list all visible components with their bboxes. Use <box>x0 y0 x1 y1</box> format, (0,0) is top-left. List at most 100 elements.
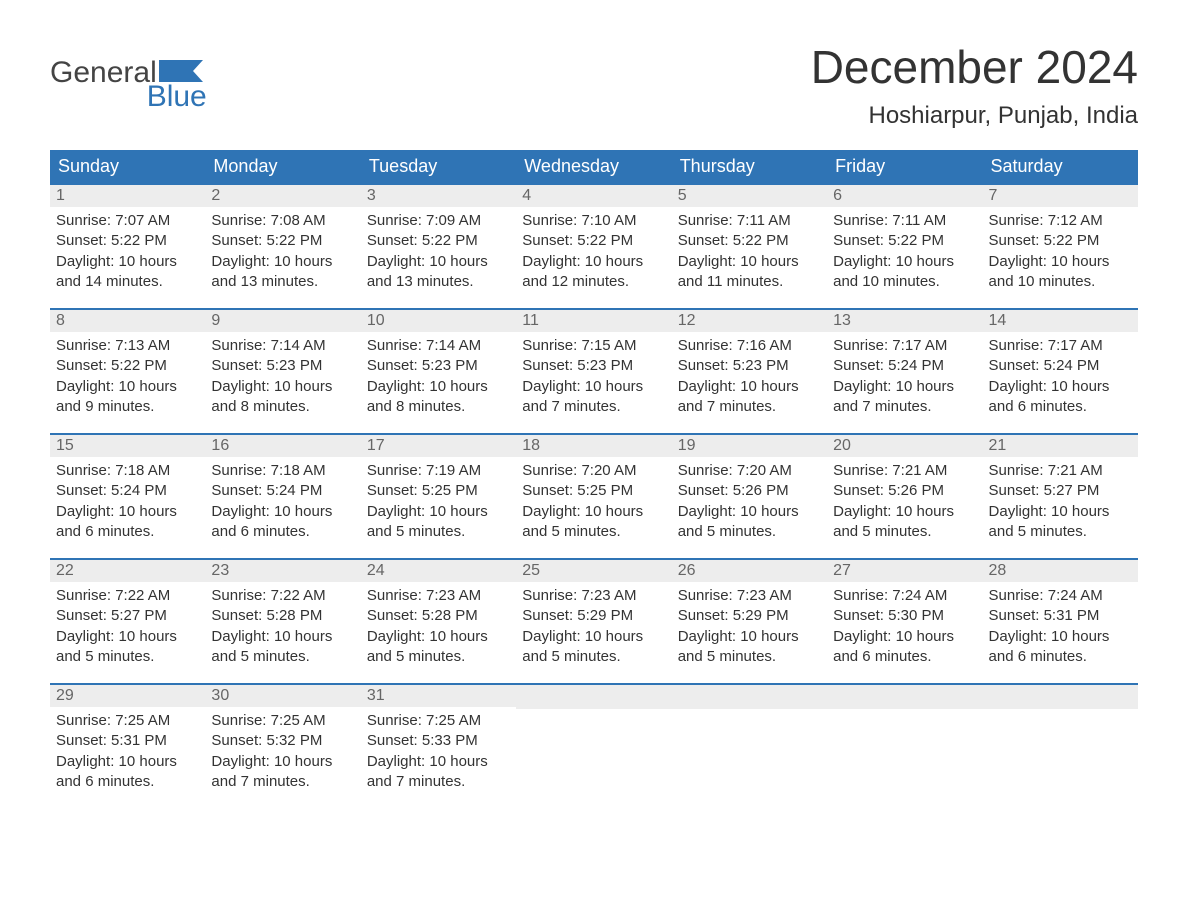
day-number: 1 <box>50 185 205 207</box>
day-cell: 19Sunrise: 7:20 AMSunset: 5:26 PMDayligh… <box>672 435 827 546</box>
day-cell: 13Sunrise: 7:17 AMSunset: 5:24 PMDayligh… <box>827 310 982 421</box>
weekday-header-cell: Sunday <box>50 150 205 183</box>
sunset-line: Sunset: 5:22 PM <box>367 231 510 251</box>
sunset-line: Sunset: 5:29 PM <box>678 606 821 626</box>
weekday-header-cell: Monday <box>205 150 360 183</box>
sunset-line: Sunset: 5:22 PM <box>56 356 199 376</box>
sunrise-line: Sunrise: 7:24 AM <box>833 586 976 606</box>
daylight-line: Daylight: 10 hours and 6 minutes. <box>211 502 354 543</box>
day-number: 19 <box>672 435 827 457</box>
daylight-line: Daylight: 10 hours and 7 minutes. <box>367 752 510 793</box>
daylight-line: Daylight: 10 hours and 6 minutes. <box>56 752 199 793</box>
calendar-page: General Blue December 2024 Hoshiarpur, P… <box>0 0 1188 836</box>
month-title: December 2024 <box>811 40 1138 94</box>
sunset-line: Sunset: 5:24 PM <box>56 481 199 501</box>
day-cell: 29Sunrise: 7:25 AMSunset: 5:31 PMDayligh… <box>50 685 205 796</box>
day-content: Sunrise: 7:20 AMSunset: 5:26 PMDaylight:… <box>672 457 827 546</box>
sunset-line: Sunset: 5:32 PM <box>211 731 354 751</box>
sunset-line: Sunset: 5:29 PM <box>522 606 665 626</box>
day-number: 27 <box>827 560 982 582</box>
day-cell: 26Sunrise: 7:23 AMSunset: 5:29 PMDayligh… <box>672 560 827 671</box>
day-number: 8 <box>50 310 205 332</box>
sunrise-line: Sunrise: 7:20 AM <box>678 461 821 481</box>
sunset-line: Sunset: 5:22 PM <box>833 231 976 251</box>
day-cell: 17Sunrise: 7:19 AMSunset: 5:25 PMDayligh… <box>361 435 516 546</box>
day-content: Sunrise: 7:19 AMSunset: 5:25 PMDaylight:… <box>361 457 516 546</box>
day-content: Sunrise: 7:25 AMSunset: 5:33 PMDaylight:… <box>361 707 516 796</box>
sunrise-line: Sunrise: 7:14 AM <box>211 336 354 356</box>
day-cell: 25Sunrise: 7:23 AMSunset: 5:29 PMDayligh… <box>516 560 671 671</box>
logo: General Blue <box>50 40 207 112</box>
location: Hoshiarpur, Punjab, India <box>811 102 1138 130</box>
sunrise-line: Sunrise: 7:11 AM <box>678 211 821 231</box>
day-cell: 21Sunrise: 7:21 AMSunset: 5:27 PMDayligh… <box>983 435 1138 546</box>
day-number: 26 <box>672 560 827 582</box>
daylight-line: Daylight: 10 hours and 5 minutes. <box>367 627 510 668</box>
sunrise-line: Sunrise: 7:19 AM <box>367 461 510 481</box>
day-number: 14 <box>983 310 1138 332</box>
day-number: 17 <box>361 435 516 457</box>
day-number: 13 <box>827 310 982 332</box>
sunset-line: Sunset: 5:33 PM <box>367 731 510 751</box>
sunset-line: Sunset: 5:30 PM <box>833 606 976 626</box>
daylight-line: Daylight: 10 hours and 5 minutes. <box>56 627 199 668</box>
day-cell <box>983 685 1138 796</box>
day-content: Sunrise: 7:25 AMSunset: 5:31 PMDaylight:… <box>50 707 205 796</box>
day-content: Sunrise: 7:12 AMSunset: 5:22 PMDaylight:… <box>983 207 1138 296</box>
day-number: 29 <box>50 685 205 707</box>
day-content: Sunrise: 7:13 AMSunset: 5:22 PMDaylight:… <box>50 332 205 421</box>
day-content: Sunrise: 7:14 AMSunset: 5:23 PMDaylight:… <box>361 332 516 421</box>
daylight-line: Daylight: 10 hours and 8 minutes. <box>211 377 354 418</box>
day-content: Sunrise: 7:11 AMSunset: 5:22 PMDaylight:… <box>827 207 982 296</box>
empty-day-number <box>672 685 827 709</box>
title-block: December 2024 Hoshiarpur, Punjab, India <box>811 40 1138 130</box>
sunset-line: Sunset: 5:31 PM <box>56 731 199 751</box>
sunrise-line: Sunrise: 7:17 AM <box>989 336 1132 356</box>
day-number: 18 <box>516 435 671 457</box>
day-cell: 20Sunrise: 7:21 AMSunset: 5:26 PMDayligh… <box>827 435 982 546</box>
day-content: Sunrise: 7:22 AMSunset: 5:28 PMDaylight:… <box>205 582 360 671</box>
day-cell: 6Sunrise: 7:11 AMSunset: 5:22 PMDaylight… <box>827 185 982 296</box>
day-number: 30 <box>205 685 360 707</box>
sunrise-line: Sunrise: 7:18 AM <box>56 461 199 481</box>
logo-word-blue: Blue <box>147 80 207 113</box>
day-content: Sunrise: 7:18 AMSunset: 5:24 PMDaylight:… <box>50 457 205 546</box>
day-content: Sunrise: 7:23 AMSunset: 5:28 PMDaylight:… <box>361 582 516 671</box>
daylight-line: Daylight: 10 hours and 11 minutes. <box>678 252 821 293</box>
daylight-line: Daylight: 10 hours and 5 minutes. <box>211 627 354 668</box>
day-number: 6 <box>827 185 982 207</box>
week-row: 29Sunrise: 7:25 AMSunset: 5:31 PMDayligh… <box>50 683 1138 796</box>
sunrise-line: Sunrise: 7:21 AM <box>833 461 976 481</box>
calendar: SundayMondayTuesdayWednesdayThursdayFrid… <box>50 150 1138 796</box>
sunrise-line: Sunrise: 7:24 AM <box>989 586 1132 606</box>
day-cell: 9Sunrise: 7:14 AMSunset: 5:23 PMDaylight… <box>205 310 360 421</box>
sunrise-line: Sunrise: 7:23 AM <box>522 586 665 606</box>
day-content: Sunrise: 7:07 AMSunset: 5:22 PMDaylight:… <box>50 207 205 296</box>
day-cell <box>827 685 982 796</box>
week-row: 15Sunrise: 7:18 AMSunset: 5:24 PMDayligh… <box>50 433 1138 546</box>
daylight-line: Daylight: 10 hours and 5 minutes. <box>678 627 821 668</box>
daylight-line: Daylight: 10 hours and 12 minutes. <box>522 252 665 293</box>
day-cell: 18Sunrise: 7:20 AMSunset: 5:25 PMDayligh… <box>516 435 671 546</box>
day-cell: 5Sunrise: 7:11 AMSunset: 5:22 PMDaylight… <box>672 185 827 296</box>
day-number: 28 <box>983 560 1138 582</box>
sunset-line: Sunset: 5:23 PM <box>211 356 354 376</box>
sunset-line: Sunset: 5:26 PM <box>833 481 976 501</box>
day-content: Sunrise: 7:08 AMSunset: 5:22 PMDaylight:… <box>205 207 360 296</box>
day-cell: 2Sunrise: 7:08 AMSunset: 5:22 PMDaylight… <box>205 185 360 296</box>
day-cell: 1Sunrise: 7:07 AMSunset: 5:22 PMDaylight… <box>50 185 205 296</box>
daylight-line: Daylight: 10 hours and 5 minutes. <box>522 502 665 543</box>
day-number: 22 <box>50 560 205 582</box>
daylight-line: Daylight: 10 hours and 6 minutes. <box>989 377 1132 418</box>
daylight-line: Daylight: 10 hours and 13 minutes. <box>367 252 510 293</box>
daylight-line: Daylight: 10 hours and 10 minutes. <box>989 252 1132 293</box>
weekday-header-cell: Friday <box>827 150 982 183</box>
daylight-line: Daylight: 10 hours and 5 minutes. <box>522 627 665 668</box>
empty-day-number <box>516 685 671 709</box>
sunset-line: Sunset: 5:23 PM <box>367 356 510 376</box>
daylight-line: Daylight: 10 hours and 5 minutes. <box>367 502 510 543</box>
sunset-line: Sunset: 5:22 PM <box>56 231 199 251</box>
day-cell: 14 Sunrise: 7:17 AMSunset: 5:24 PMDayligh… <box>983 310 1138 421</box>
sunset-line: Sunset: 5:24 PM <box>989 356 1132 376</box>
day-cell: 16Sunrise: 7:18 AMSunset: 5:24 PMDayligh… <box>205 435 360 546</box>
